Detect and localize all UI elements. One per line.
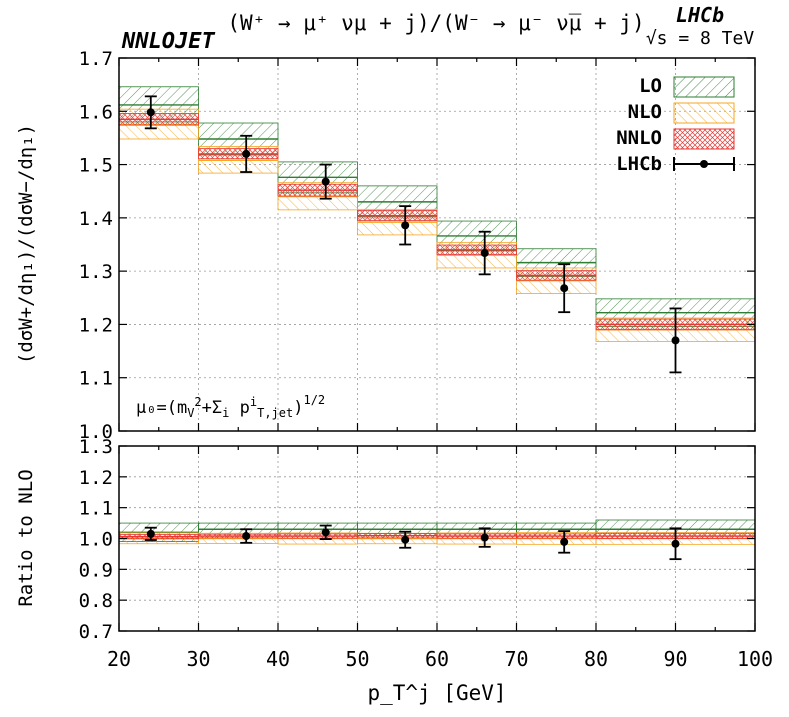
main-panel: 1.01.11.21.31.41.51.61.7 μ₀=(mV2+Σi piT,…	[15, 48, 756, 443]
x-axis-label: p_T^j [GeV]	[367, 681, 506, 705]
y-tick-label: 1.5	[79, 155, 113, 177]
lhcb-point	[146, 529, 155, 538]
y-tick-label: 1.3	[79, 261, 113, 283]
ratio-panel: 0.7 0.8 0.9 1.0 1.1 1.2 1.3 Ratio to NLO	[15, 436, 756, 643]
legend-lhcb-marker	[700, 160, 708, 168]
main-axis-ticks: 1.0 1.1 1.2 1.3 1.4 1.5 1.6 1.7	[79, 48, 756, 443]
scale-close: )	[293, 398, 303, 418]
x-tick-label: 60	[425, 647, 449, 671]
scale-mid: +Σ	[202, 398, 222, 418]
ratio-data-points	[144, 524, 682, 561]
lhcb-point	[671, 336, 680, 345]
legend-lhcb-label: LHCb	[616, 153, 662, 175]
x-tick-label: 80	[584, 647, 608, 671]
main-y-axis-label: (dσW+/dη₁)/(dσW−/dη₁)	[15, 124, 37, 364]
x-tick-labels: 20 30 40 50 60 70 80 90 100	[107, 647, 773, 671]
lhcb-point	[321, 177, 330, 186]
legend-nnlo-swatch	[673, 128, 735, 150]
ratio-y-axis-label: Ratio to NLO	[15, 469, 37, 606]
y-tick-label: 1.1	[79, 498, 113, 520]
y-tick-label: 1.6	[79, 101, 113, 123]
lhcb-point	[401, 221, 410, 230]
legend-nnlo-label: NNLO	[616, 127, 662, 149]
legend: LO NLO NNLO LHCb	[616, 75, 735, 175]
legend-nlo-swatch	[673, 102, 735, 124]
scale-sub-v: V	[187, 406, 194, 420]
x-tick-label: 90	[663, 647, 687, 671]
lhcb-point	[401, 535, 410, 544]
y-tick-label: 1.4	[79, 208, 113, 230]
y-tick-label: 1.3	[79, 436, 113, 458]
lhcb-point	[146, 108, 155, 117]
scale-sup-i: i	[250, 395, 257, 409]
scale-p: p	[229, 398, 249, 418]
y-tick-label: 1.1	[79, 368, 113, 390]
legend-lo-swatch	[673, 76, 735, 98]
legend-lo-label: LO	[639, 75, 662, 97]
main-data-points	[144, 95, 682, 374]
ratio-axis-ticks: 0.7 0.8 0.9 1.0 1.1 1.2 1.3	[79, 436, 756, 643]
y-tick-label: 0.9	[79, 559, 113, 581]
y-tick-label: 1.0	[79, 529, 113, 551]
scale-sub-tjet: T,jet	[257, 406, 293, 420]
lhcb-point	[480, 533, 489, 542]
scale-sup-2: 2	[194, 395, 201, 409]
y-tick-label: 1.7	[79, 48, 113, 70]
x-tick-label: 20	[107, 647, 131, 671]
y-tick-label: 0.8	[79, 590, 113, 612]
chart-title: (W⁺ → μ⁺ νμ + j)/(W⁻ → μ⁻ ν̅μ + j)	[227, 11, 644, 35]
scale-annotation: μ₀=(mV2+Σi piT,jet)1/2	[136, 393, 325, 420]
brand-label: NNLOJET	[121, 29, 215, 54]
x-tick-label: 30	[186, 647, 210, 671]
energy-label: √s = 8 TeV	[646, 28, 755, 49]
lhcb-point	[560, 284, 569, 293]
lhcb-point	[321, 528, 330, 537]
ratio-bands	[118, 519, 756, 545]
lhcb-point	[242, 532, 251, 541]
scale-prefix: μ₀=(m	[136, 398, 187, 418]
lhcb-point	[242, 149, 251, 158]
y-tick-label: 0.7	[79, 621, 113, 643]
x-tick-label: 40	[266, 647, 290, 671]
y-tick-label: 1.2	[79, 314, 113, 336]
scale-pow: 1/2	[303, 393, 325, 407]
scale-sub-i: i	[222, 406, 229, 420]
lhcb-point	[480, 249, 489, 258]
lhcb-point	[671, 539, 680, 548]
x-tick-label: 50	[345, 647, 369, 671]
y-tick-label: 1.2	[79, 467, 113, 489]
lhcb-point	[560, 537, 569, 546]
x-tick-label: 70	[504, 647, 528, 671]
x-tick-label: 100	[737, 647, 773, 671]
y-tick-label: 1.0	[79, 421, 113, 443]
experiment-label: LHCb	[676, 3, 724, 27]
legend-nlo-label: NLO	[628, 101, 662, 123]
